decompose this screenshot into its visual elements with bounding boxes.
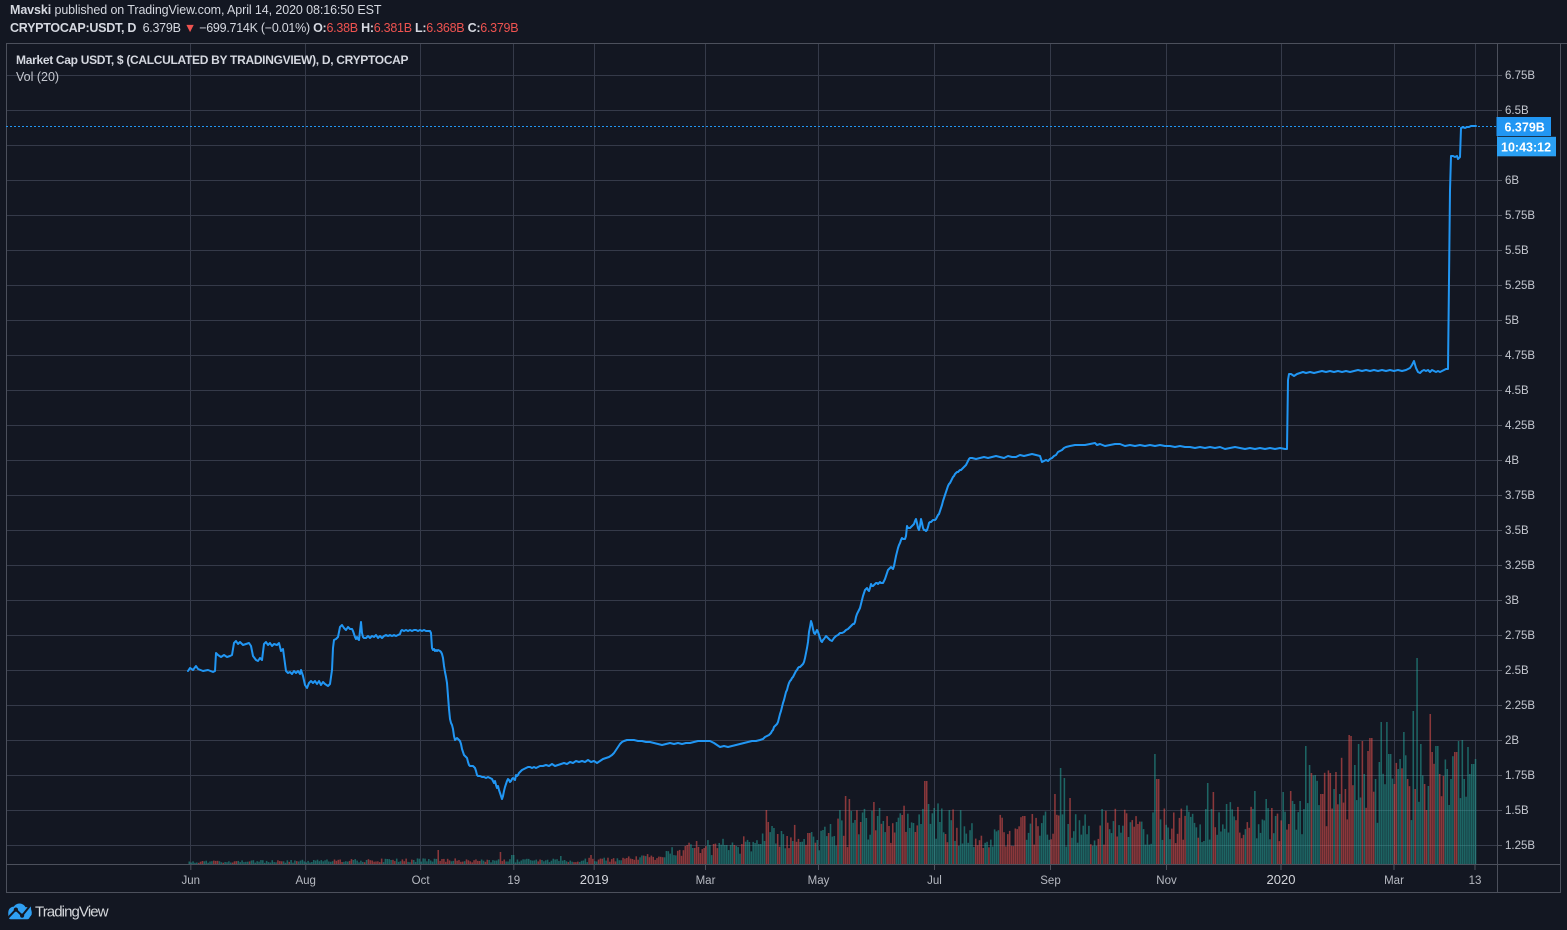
svg-text:6.75B: 6.75B — [1505, 70, 1535, 82]
svg-text:Aug: Aug — [295, 875, 315, 887]
svg-text:Sep: Sep — [1040, 875, 1060, 887]
svg-text:Market Cap USDT, $ (CALCULATED: Market Cap USDT, $ (CALCULATED BY TRADIN… — [16, 53, 409, 67]
svg-text:3.75B: 3.75B — [1505, 490, 1535, 502]
svg-text:13: 13 — [1469, 875, 1482, 887]
svg-text:2B: 2B — [1505, 735, 1519, 747]
svg-text:Oct: Oct — [412, 875, 431, 887]
svg-text:3.5B: 3.5B — [1505, 525, 1529, 537]
svg-text:3B: 3B — [1505, 595, 1519, 607]
svg-text:6.379B: 6.379B — [1505, 121, 1545, 135]
svg-text:May: May — [808, 875, 830, 887]
svg-text:4.75B: 4.75B — [1505, 350, 1535, 362]
svg-text:2.25B: 2.25B — [1505, 700, 1535, 712]
svg-text:19: 19 — [507, 875, 520, 887]
svg-text:Mar: Mar — [1384, 875, 1404, 887]
svg-text:Mar: Mar — [696, 875, 716, 887]
svg-text:4.5B: 4.5B — [1505, 385, 1529, 397]
svg-text:2019: 2019 — [580, 872, 609, 887]
svg-text:Vol (20): Vol (20) — [16, 70, 59, 84]
svg-text:6.5B: 6.5B — [1505, 105, 1529, 117]
svg-text:Jul: Jul — [927, 875, 942, 887]
svg-text:1.75B: 1.75B — [1505, 770, 1535, 782]
svg-text:4B: 4B — [1505, 455, 1519, 467]
svg-text:2.75B: 2.75B — [1505, 630, 1535, 642]
svg-text:5.75B: 5.75B — [1505, 210, 1535, 222]
svg-text:Jun: Jun — [182, 875, 201, 887]
svg-text:4.25B: 4.25B — [1505, 420, 1535, 432]
svg-text:5.5B: 5.5B — [1505, 245, 1529, 257]
svg-text:2020: 2020 — [1267, 872, 1296, 887]
svg-text:10:43:12: 10:43:12 — [1501, 141, 1551, 155]
svg-text:1.5B: 1.5B — [1505, 805, 1529, 817]
svg-text:5B: 5B — [1505, 315, 1519, 327]
svg-text:6B: 6B — [1505, 175, 1519, 187]
svg-text:Nov: Nov — [1156, 875, 1177, 887]
svg-text:3.25B: 3.25B — [1505, 560, 1535, 572]
svg-text:5.25B: 5.25B — [1505, 280, 1535, 292]
svg-text:TradingView: TradingView — [35, 904, 109, 921]
svg-text:2.5B: 2.5B — [1505, 665, 1529, 677]
svg-text:1.25B: 1.25B — [1505, 840, 1535, 852]
